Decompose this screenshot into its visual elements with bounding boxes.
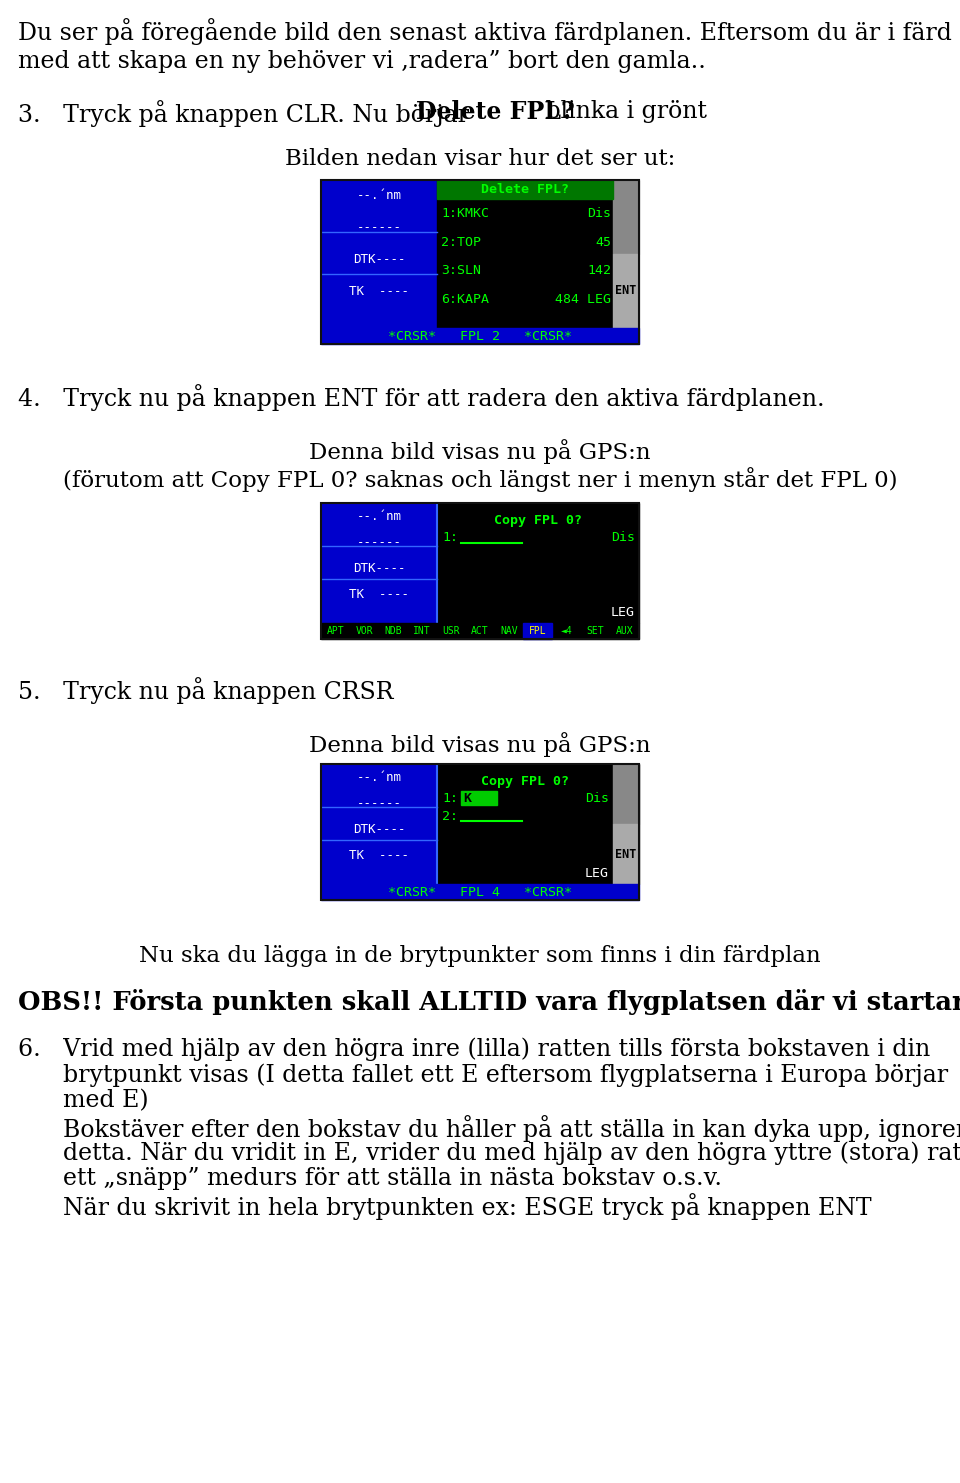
Text: ett „snäpp” medurs för att ställa in nästa bokstav o.s.v.: ett „snäpp” medurs för att ställa in näs… xyxy=(18,1167,722,1189)
Text: Denna bild visas nu på GPS:n: Denna bild visas nu på GPS:n xyxy=(309,439,651,464)
Text: USR: USR xyxy=(443,626,460,636)
Text: 5.   Tryck nu på knappen CRSR: 5. Tryck nu på knappen CRSR xyxy=(18,678,394,704)
Text: med att skapa en ny behöver vi ‚radera” bort den gamla..: med att skapa en ny behöver vi ‚radera” … xyxy=(18,50,706,73)
Bar xyxy=(613,764,639,825)
Text: --.´nm: --.´nm xyxy=(356,190,401,202)
Text: ◄4: ◄4 xyxy=(561,626,572,636)
Text: 45: 45 xyxy=(595,236,611,249)
Text: DTK----: DTK---- xyxy=(352,254,405,265)
Text: Dis: Dis xyxy=(585,792,609,805)
Bar xyxy=(321,764,437,884)
Text: NDB: NDB xyxy=(384,626,402,636)
Text: Dis: Dis xyxy=(611,531,635,544)
Text: 6:KAPA: 6:KAPA xyxy=(441,292,489,305)
Text: Copy FPL 0?: Copy FPL 0? xyxy=(481,776,569,787)
Bar xyxy=(321,623,639,639)
Bar xyxy=(321,503,437,623)
Text: 3:SLN: 3:SLN xyxy=(441,264,481,277)
Text: Bilden nedan visar hur det ser ut:: Bilden nedan visar hur det ser ut: xyxy=(285,148,675,171)
Text: 2:: 2: xyxy=(442,810,458,823)
Text: *CRSR*   FPL 4   *CRSR*: *CRSR* FPL 4 *CRSR* xyxy=(388,885,572,899)
Text: FPL: FPL xyxy=(529,626,546,636)
Text: 1:: 1: xyxy=(442,531,458,544)
Text: --.´nm: --.´nm xyxy=(356,510,401,523)
Bar xyxy=(613,179,639,254)
Bar xyxy=(437,179,613,199)
Text: --.´nm: --.´nm xyxy=(356,771,401,785)
Text: Denna bild visas nu på GPS:n: Denna bild visas nu på GPS:n xyxy=(309,733,651,756)
Text: När du skrivit in hela brytpunkten ex: ESGE tryck på knappen ENT: När du skrivit in hela brytpunkten ex: E… xyxy=(18,1192,872,1221)
Text: ------: ------ xyxy=(356,796,401,810)
Bar xyxy=(321,328,639,344)
Text: INT: INT xyxy=(414,626,431,636)
Bar xyxy=(437,179,613,328)
Text: 4.   Tryck nu på knappen ENT för att radera den aktiva färdplanen.: 4. Tryck nu på knappen ENT för att rader… xyxy=(18,384,825,411)
Text: ------: ------ xyxy=(356,221,401,234)
Text: ACT: ACT xyxy=(471,626,489,636)
Text: AUX: AUX xyxy=(615,626,634,636)
Text: LEG: LEG xyxy=(611,607,635,618)
Text: Copy FPL 0?: Copy FPL 0? xyxy=(494,515,582,526)
Bar xyxy=(321,179,437,328)
Bar xyxy=(437,503,639,623)
Text: blinka i grönt: blinka i grönt xyxy=(538,99,707,123)
Text: 2:TOP: 2:TOP xyxy=(441,236,481,249)
Text: Delete FPL?: Delete FPL? xyxy=(481,182,569,196)
Text: Nu ska du lägga in de brytpunkter som finns i din färdplan: Nu ska du lägga in de brytpunkter som fi… xyxy=(139,945,821,967)
Text: 484 LEG: 484 LEG xyxy=(555,292,611,305)
Text: 3.   Tryck på knappen CLR. Nu börjar: 3. Tryck på knappen CLR. Nu börjar xyxy=(18,99,476,128)
Text: VOR: VOR xyxy=(355,626,373,636)
Text: DTK----: DTK---- xyxy=(352,823,405,836)
Bar xyxy=(321,764,639,900)
Text: TK  ----: TK ---- xyxy=(349,848,409,862)
Text: 1:: 1: xyxy=(442,792,458,805)
Text: 1:KMKC: 1:KMKC xyxy=(441,206,489,219)
Text: *CRSR*   FPL 2   *CRSR*: *CRSR* FPL 2 *CRSR* xyxy=(388,329,572,343)
Text: TK  ----: TK ---- xyxy=(349,285,409,298)
Text: med E): med E) xyxy=(18,1089,149,1112)
Bar xyxy=(613,254,639,328)
Text: (förutom att Copy FPL 0? saknas och längst ner i menyn står det FPL 0): (förutom att Copy FPL 0? saknas och läng… xyxy=(62,467,898,492)
Bar xyxy=(523,623,552,639)
Text: detta. När du vridit in E, vrider du med hjälp av den högra yttre (stora) ratten: detta. När du vridit in E, vrider du med… xyxy=(18,1140,960,1164)
Text: Du ser på föregående bild den senast aktiva färdplanen. Eftersom du är i färd: Du ser på föregående bild den senast akt… xyxy=(18,18,952,44)
Bar xyxy=(437,764,639,884)
Text: brytpunkt visas (I detta fallet ett E eftersom flygplatserna i Europa börjar: brytpunkt visas (I detta fallet ett E ef… xyxy=(18,1063,948,1087)
Text: ENT: ENT xyxy=(615,285,636,298)
Text: NAV: NAV xyxy=(500,626,517,636)
Bar xyxy=(321,884,639,900)
Bar xyxy=(321,503,639,639)
Text: 6.   Vrid med hjälp av den högra inre (lilla) ratten tills första bokstaven i di: 6. Vrid med hjälp av den högra inre (lil… xyxy=(18,1037,930,1060)
Text: 142: 142 xyxy=(587,264,611,277)
Bar xyxy=(461,790,497,805)
Text: Dis: Dis xyxy=(587,206,611,219)
Bar xyxy=(321,179,639,344)
Text: Delete FPL?: Delete FPL? xyxy=(416,99,575,125)
Text: TK  ----: TK ---- xyxy=(349,587,409,601)
Text: DTK----: DTK---- xyxy=(352,562,405,575)
Text: SET: SET xyxy=(587,626,605,636)
Bar xyxy=(613,825,639,884)
Text: ------: ------ xyxy=(356,535,401,549)
Text: ENT: ENT xyxy=(615,847,636,860)
Text: OBS!! Första punkten skall ALLTID vara flygplatsen där vi startar ifrån!: OBS!! Första punkten skall ALLTID vara f… xyxy=(18,988,960,1016)
Text: LEG: LEG xyxy=(585,868,609,879)
Text: K: K xyxy=(463,792,471,804)
Text: APT: APT xyxy=(326,626,345,636)
Text: Bokstäver efter den bokstav du håller på att ställa in kan dyka upp, ignorera: Bokstäver efter den bokstav du håller på… xyxy=(18,1115,960,1142)
